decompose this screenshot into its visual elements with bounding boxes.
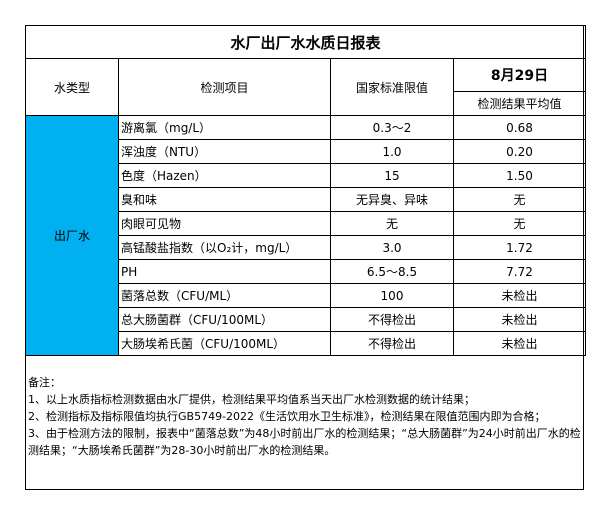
item-cell: 游离氯（mg/L） <box>118 115 331 140</box>
report-table: 水厂出厂水水质日报表 水类型 检测项目 国家标准限值 8月29日 检测结果平均值… <box>24 25 587 356</box>
header-item: 检测项目 <box>118 58 331 116</box>
report-title: 水厂出厂水水质日报表 <box>24 25 587 59</box>
table-row: 出厂水 游离氯（mg/L） 0.3～2 0.68 <box>25 115 587 356</box>
table-row: 高锰酸盐指数（以O₂计，mg/L） 3.0 1.72 <box>26 235 587 260</box>
result-cell: 未检出 <box>452 283 587 308</box>
table-row: 大肠埃希氏菌（CFU/100ML） 不得检出 未检出 <box>26 331 587 356</box>
item-cell: 高锰酸盐指数（以O₂计，mg/L） <box>118 235 331 260</box>
header-standard: 国家标准限值 <box>330 58 454 116</box>
table-row: 菌落总数（CFU/ML） 100 未检出 <box>26 283 587 308</box>
table-row: 总大肠菌群（CFU/100ML） 不得检出 未检出 <box>26 307 587 332</box>
item-cell: 总大肠菌群（CFU/100ML） <box>118 307 331 332</box>
notes: 备注： 1、以上水质指标检测数据由水厂提供，检测结果平均值系当天出厂水检测数据的… <box>28 374 583 459</box>
result-cell: 无 <box>452 211 587 236</box>
standard-cell: 不得检出 <box>330 331 454 356</box>
result-cell: 1.50 <box>452 163 587 188</box>
result-cell: 未检出 <box>452 307 587 332</box>
item-cell: 菌落总数（CFU/ML） <box>118 283 331 308</box>
item-cell: 大肠埃希氏菌（CFU/100ML） <box>118 331 331 356</box>
standard-cell: 3.0 <box>330 235 454 260</box>
header-result: 检测结果平均值 <box>452 91 587 116</box>
table-row: 肉眼可见物无无 <box>26 211 587 236</box>
water-quality-report: 水厂出厂水水质日报表 水类型 检测项目 国家标准限值 8月29日 检测结果平均值… <box>24 25 587 490</box>
result-cell: 1.72 <box>452 235 587 260</box>
result-cell: 7.72 <box>452 259 587 284</box>
item-cell: 色度（Hazen） <box>118 163 331 188</box>
table-row: 色度（Hazen） 15 1.50 <box>26 163 587 188</box>
standard-cell: 100 <box>330 283 454 308</box>
header-date: 8月29日 <box>452 58 587 92</box>
standard-cell: 1.0 <box>330 139 454 164</box>
item-cell: 浑浊度（NTU） <box>118 139 331 164</box>
note-line: 3、由于检测方法的限制，报表中“菌落总数”为48小时前出厂水的检测结果；“总大肠… <box>28 427 581 457</box>
result-cell: 未检出 <box>452 331 587 356</box>
item-cell: PH <box>118 259 331 284</box>
note-line: 2、检测指标及指标限值均执行GB5749-2022《生活饮用水卫生标准》，检测结… <box>28 410 546 423</box>
table-row: 浑浊度（NTU） 1.0 0.20 <box>26 139 587 164</box>
result-cell: 0.68 <box>452 115 587 140</box>
note-line: 1、以上水质指标检测数据由水厂提供，检测结果平均值系当天出厂水检测数据的统计结果… <box>28 393 475 406</box>
standard-cell: 无 <box>330 211 454 236</box>
item-cell: 肉眼可见物 <box>118 211 331 236</box>
standard-cell: 0.3～2 <box>330 115 454 140</box>
standard-cell: 不得检出 <box>330 307 454 332</box>
notes-heading: 备注： <box>28 376 61 389</box>
table-row: PH 6.5～8.5 7.72 <box>26 259 587 284</box>
standard-cell: 15 <box>330 163 454 188</box>
header-water-type: 水类型 <box>25 58 119 116</box>
standard-cell: 无异臭、异味 <box>330 187 454 212</box>
standard-cell: 6.5～8.5 <box>330 259 454 284</box>
table-row: 臭和味 无异臭、异味无 <box>26 187 587 212</box>
result-cell: 无 <box>452 187 587 212</box>
result-cell: 0.20 <box>452 139 587 164</box>
water-type-cell: 出厂水 <box>25 115 119 356</box>
item-cell: 臭和味 <box>118 187 331 212</box>
